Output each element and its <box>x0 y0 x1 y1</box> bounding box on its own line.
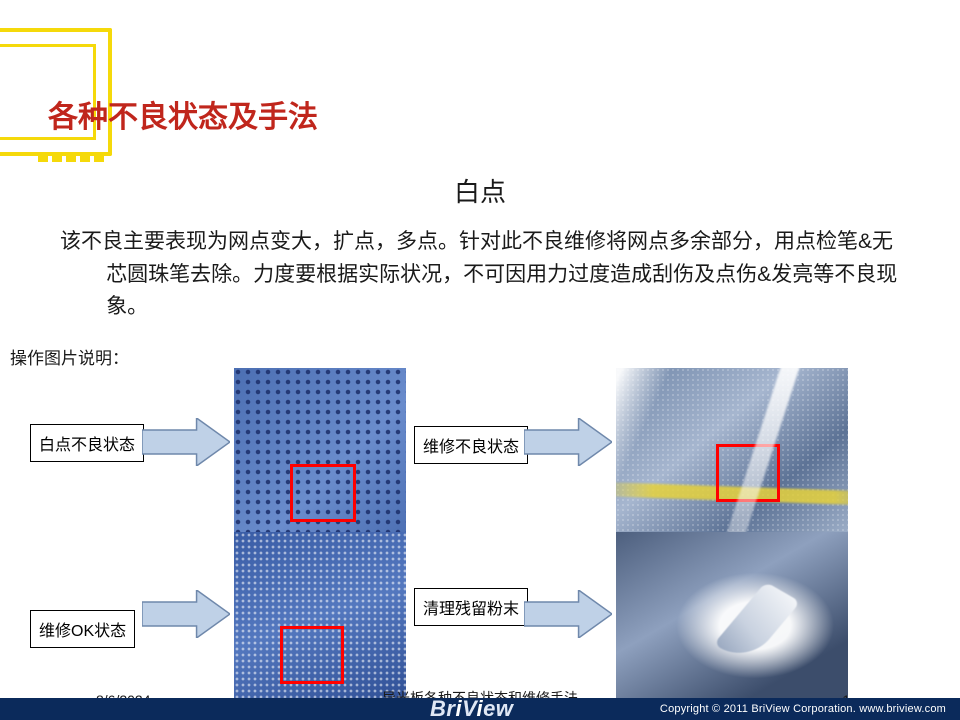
state-label: 维修OK状态 <box>30 610 135 648</box>
highlight-box <box>290 464 356 522</box>
arrow-icon <box>142 590 230 638</box>
arrow-right-icon <box>524 418 612 471</box>
arrow-right-icon <box>142 590 230 643</box>
process-row: 白点不良状态 维修不良状态 <box>14 368 946 538</box>
state-label: 白点不良状态 <box>30 424 144 462</box>
arrow-icon <box>142 418 230 466</box>
state-label: 维修不良状态 <box>414 426 528 464</box>
arrow-icon <box>524 590 612 638</box>
highlight-box <box>716 444 780 502</box>
arrow-right-icon <box>142 418 230 471</box>
sample-image <box>616 368 848 538</box>
body-paragraph-text: 该不良主要表现为网点变大，扩点，多点。针对此不良维修将网点多余部分，用点检笔&无… <box>60 226 900 324</box>
sample-image <box>616 532 848 702</box>
slide: 各种不良状态及手法 白点 该不良主要表现为网点变大，扩点，多点。针对此不良维修将… <box>0 0 960 720</box>
page-title: 各种不良状态及手法 <box>48 92 318 136</box>
highlight-box <box>280 626 344 684</box>
brand-logo: BriView <box>430 696 513 720</box>
arrow-right-icon <box>524 590 612 643</box>
page-subtitle: 白点 <box>0 172 960 209</box>
state-label: 清理残留粉末 <box>414 588 528 626</box>
sample-image <box>234 532 406 702</box>
arrow-icon <box>524 418 612 466</box>
body-paragraph: 该不良主要表现为网点变大，扩点，多点。针对此不良维修将网点多余部分，用点检笔&无… <box>60 226 900 324</box>
decor-corner-dots <box>38 152 104 162</box>
sample-image <box>234 368 406 538</box>
process-row: 维修OK状态 清理残留粉末 <box>14 540 946 710</box>
caption-label: 操作图片说明： <box>10 344 129 369</box>
footer-copyright: Copyright © 2011 BriView Corporation. ww… <box>660 703 946 715</box>
